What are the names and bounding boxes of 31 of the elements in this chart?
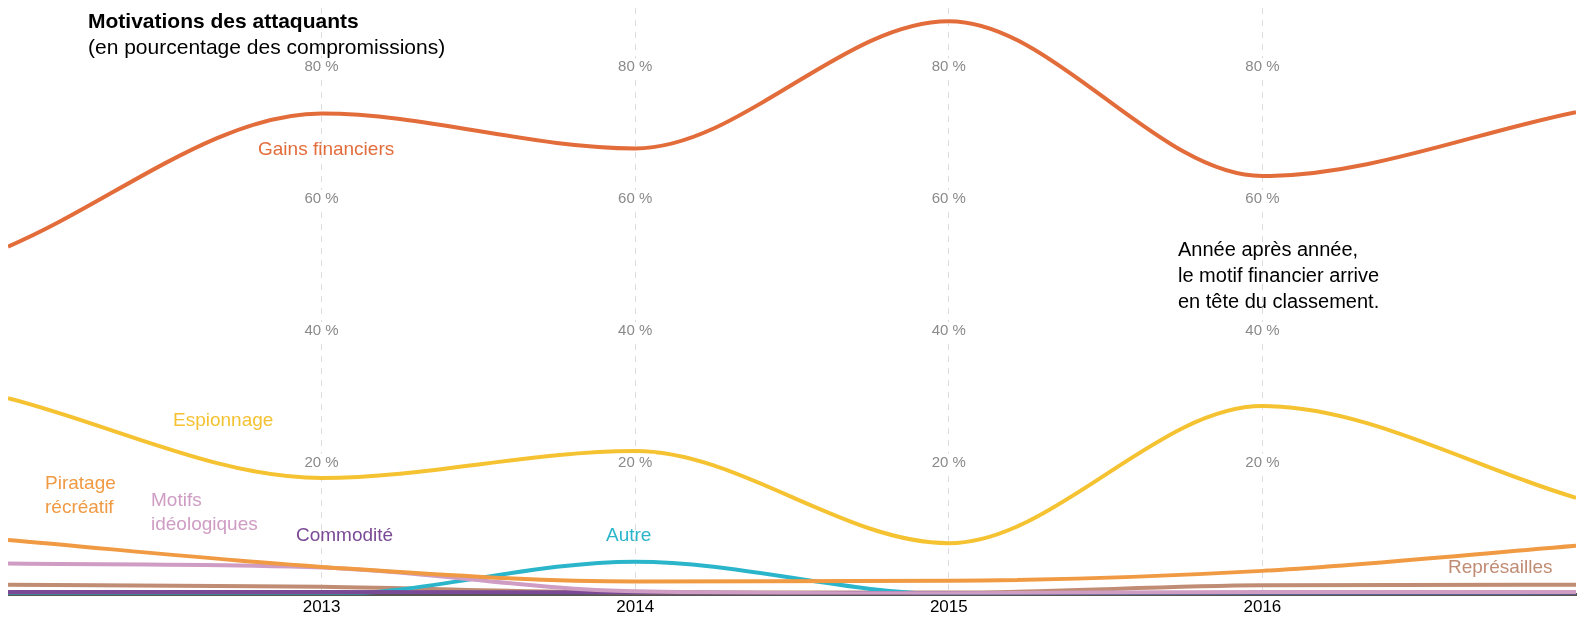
text: 60 % xyxy=(618,189,653,207)
text: 60 % xyxy=(931,189,966,207)
series-label: Autre xyxy=(606,523,652,545)
series-label: Motifs idéologiques xyxy=(151,488,258,534)
text: 40 % xyxy=(618,321,653,339)
text: 40 % xyxy=(1245,321,1280,339)
text: 40 % xyxy=(931,321,966,339)
series-label: Piratage récréatif xyxy=(45,471,116,517)
x-tick-label: 2013 xyxy=(302,597,341,617)
series-label: Espionnage xyxy=(173,408,274,430)
x-tick-label: 2016 xyxy=(1243,597,1282,617)
y-tick-label: 80 % xyxy=(304,57,339,75)
chart-title: Motivations des attaquants xyxy=(88,9,359,33)
text: 60 % xyxy=(1245,189,1280,207)
text: 20 % xyxy=(931,452,966,470)
text: (en pourcentage des compromissions) xyxy=(88,35,446,59)
text: Commodité xyxy=(296,523,394,545)
line-series xyxy=(8,396,1576,546)
series-label: Représailles xyxy=(1448,555,1553,577)
y-tick-label: 40 % xyxy=(304,321,339,339)
text: 80 % xyxy=(931,57,966,75)
text: 80 % xyxy=(1245,57,1280,75)
series-label: Gains financiers xyxy=(258,137,395,159)
y-tick-label: 20 % xyxy=(304,452,339,470)
text: 20 % xyxy=(1245,452,1280,470)
text: 20 % xyxy=(618,452,653,470)
text: 80 % xyxy=(618,57,653,75)
y-tick-label: 60 % xyxy=(304,189,339,207)
x-tick-label: 2015 xyxy=(929,597,968,617)
x-tick-label: 2014 xyxy=(616,597,655,617)
annotation: Année après année, le motif financier arrive en tête du classement. xyxy=(1178,237,1380,312)
